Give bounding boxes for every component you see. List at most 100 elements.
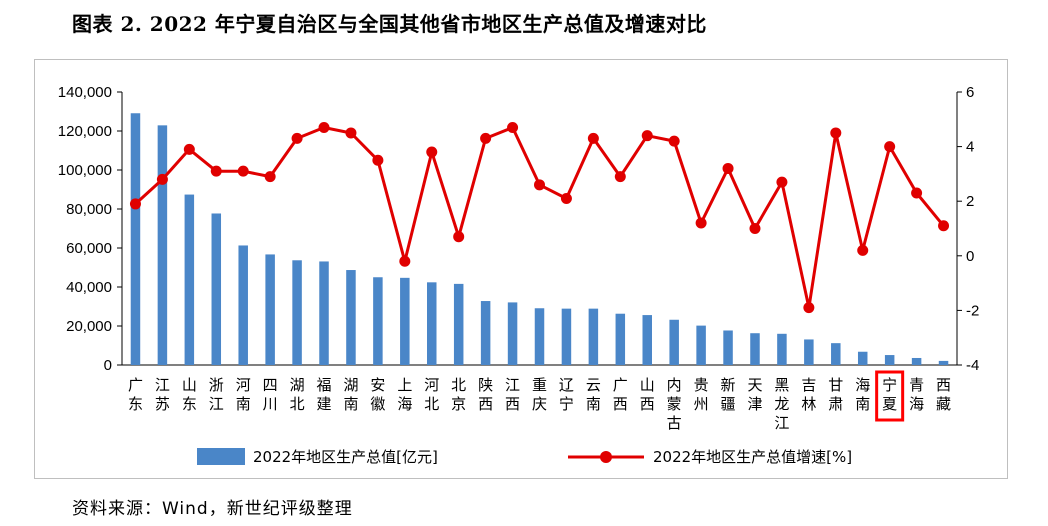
point-重庆 (534, 179, 545, 191)
point-山东 (183, 143, 195, 155)
growth-line (134, 126, 945, 310)
category-labels: 广东江苏山东浙江河南四川湖北福建湖南安徽上海河北北京陕西江西重庆辽宁云南广西山西… (128, 370, 951, 432)
category-label-辽宁: 辽宁 (559, 376, 574, 413)
bar-安徽 (373, 277, 383, 365)
bar-天津 (750, 333, 760, 365)
point-广东 (129, 198, 141, 210)
chart-title: 图表 2. 2022 年宁夏自治区与全国其他省市地区生产总值及增速对比 (72, 12, 707, 36)
source-note: 资料来源：Wind，新世纪评级整理 (72, 499, 353, 519)
point-海南 (857, 244, 869, 256)
bar-甘肃 (831, 343, 841, 365)
category-label-重庆: 重庆 (532, 376, 547, 413)
category-label-贵州: 贵州 (694, 376, 709, 413)
point-浙江 (210, 165, 222, 177)
bar-series (130, 113, 949, 365)
point-河南 (237, 165, 249, 177)
bar-云南 (588, 308, 599, 365)
bar-河北 (427, 282, 437, 365)
point-甘肃 (830, 127, 842, 139)
chart-frame (34, 59, 1008, 479)
bar-重庆 (534, 308, 545, 365)
bar-内蒙古 (669, 319, 679, 365)
category-label-河南: 河南 (236, 376, 251, 413)
category-label-青海: 青海 (909, 376, 924, 413)
bar-广西 (615, 313, 626, 365)
y-left-tick-label: 80,000 (66, 201, 112, 218)
bar-江西 (507, 302, 518, 365)
category-label-安徽: 安徽 (370, 376, 385, 413)
category-label-上海: 上海 (397, 376, 412, 413)
y-right-tick-label: 6 (966, 84, 974, 101)
category-label-江苏: 江苏 (155, 376, 170, 413)
legend-line-marker (600, 451, 612, 463)
bar-湖南 (346, 270, 356, 365)
category-label-吉林: 吉林 (801, 376, 816, 413)
category-label-西藏: 西藏 (936, 376, 951, 413)
point-安徽 (372, 154, 384, 166)
bar-辽宁 (561, 308, 572, 365)
category-label-云南: 云南 (586, 376, 601, 413)
category-label-北京: 北京 (451, 376, 466, 413)
category-label-福建: 福建 (317, 376, 332, 413)
bar-青海 (911, 357, 922, 365)
axes: 0 20,000 40,000 60,000 80,000 100,000 120,000 1… (58, 84, 980, 374)
bar-黑龙江 (777, 333, 787, 365)
point-贵州 (695, 217, 707, 229)
point-江苏 (156, 173, 168, 185)
y-right-tick-label: 2 (966, 193, 974, 210)
bar-山东 (184, 194, 195, 365)
bar-上海 (400, 277, 410, 365)
point-福建 (318, 121, 330, 133)
point-山西 (641, 130, 653, 142)
bar-海南 (857, 351, 868, 365)
point-广西 (614, 171, 626, 183)
point-陕西 (480, 132, 492, 144)
point-云南 (587, 132, 599, 144)
y-right-tick-label: -4 (966, 357, 979, 374)
category-label-黑龙江: 黑龙江 (774, 376, 789, 432)
category-label-广东: 广东 (128, 376, 143, 413)
point-北京 (453, 231, 465, 243)
bar-陕西 (480, 301, 491, 365)
point-湖南 (345, 127, 357, 139)
category-label-甘肃: 甘肃 (828, 376, 843, 413)
y-left-tick-label: 20,000 (66, 318, 112, 335)
y-left-tick-label: 40,000 (66, 279, 112, 296)
category-label-山西: 山西 (640, 376, 655, 413)
bar-宁夏 (884, 355, 895, 365)
legend-bar-label: 2022年地区生产总值[亿元] (253, 448, 438, 466)
y-left-tick-label: 120,000 (58, 123, 112, 140)
bar-江苏 (157, 125, 168, 365)
y-left-tick-label: 60,000 (66, 240, 112, 257)
point-青海 (911, 187, 923, 199)
category-label-浙江: 浙江 (209, 376, 224, 413)
category-label-海南: 海南 (855, 376, 870, 413)
category-label-新疆: 新疆 (721, 376, 736, 413)
category-label-河北: 河北 (424, 376, 439, 413)
legend: 2022年地区生产总值[亿元] 2022年地区生产总值增速[%] (197, 448, 852, 466)
y-left-tick-label: 0 (104, 357, 112, 374)
category-label-宁夏: 宁夏 (882, 376, 897, 413)
y-right-tick-label: 4 (966, 139, 974, 156)
category-label-四川: 四川 (263, 376, 278, 413)
category-label-山东: 山东 (182, 376, 197, 413)
category-label-湖北: 湖北 (290, 376, 305, 413)
bar-四川 (265, 254, 275, 365)
point-江西 (507, 121, 519, 133)
y-right-tick-label: -2 (966, 302, 979, 319)
bar-福建 (319, 261, 329, 365)
point-天津 (749, 223, 761, 234)
category-label-内蒙古: 内蒙古 (667, 376, 682, 432)
point-西藏 (938, 220, 950, 232)
point-上海 (399, 255, 411, 267)
point-黑龙江 (776, 176, 788, 188)
bar-西藏 (938, 360, 949, 365)
category-label-江西: 江西 (505, 376, 520, 413)
bar-湖北 (292, 260, 302, 365)
category-label-湖南: 湖南 (343, 376, 358, 413)
legend-line-label: 2022年地区生产总值增速[%] (653, 448, 852, 466)
y-left-tick-label: 140,000 (58, 84, 112, 101)
point-辽宁 (560, 192, 572, 204)
bar-浙江 (211, 213, 222, 365)
